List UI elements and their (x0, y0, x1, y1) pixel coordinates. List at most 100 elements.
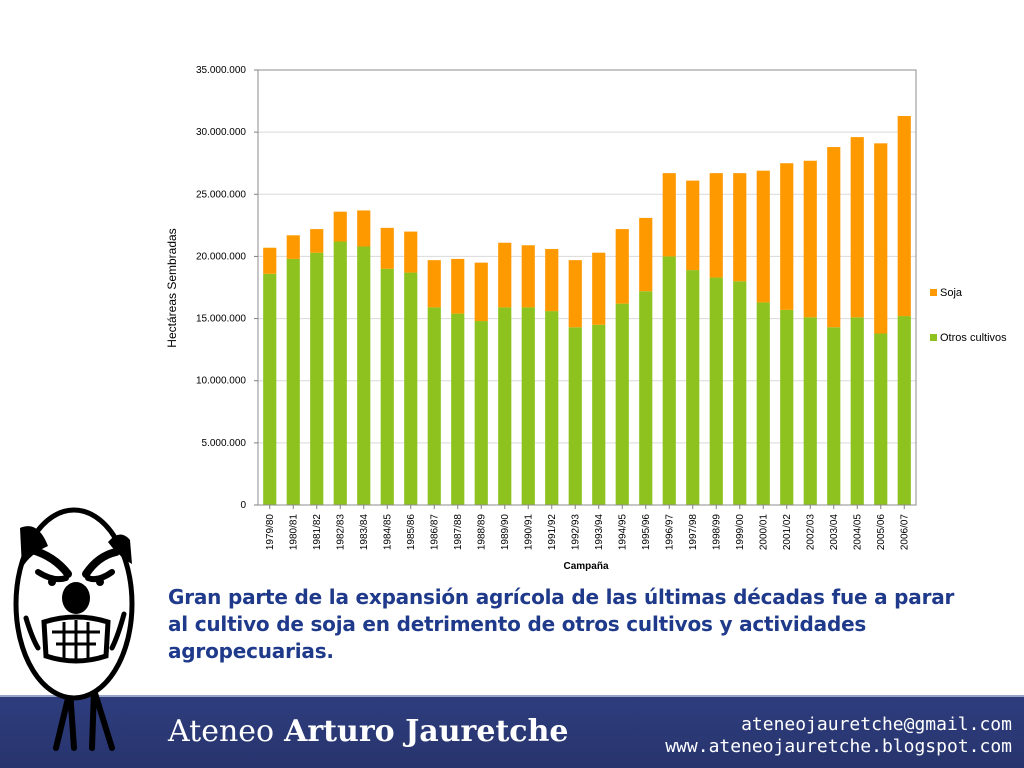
bar-otros-cultivos (521, 307, 535, 505)
bar-otros-cultivos (662, 256, 676, 505)
bar-otros-cultivos (592, 324, 606, 505)
bar-otros-cultivos (709, 277, 723, 505)
x-tick-label: 1992/93 (570, 514, 581, 551)
bar-soja (568, 260, 582, 328)
bar-otros-cultivos (803, 317, 817, 505)
legend-swatch (930, 334, 937, 341)
caption-line-1: Gran parte de la expansión agrícola de l… (168, 585, 955, 609)
bar-soja (639, 217, 653, 292)
legend-label: Otros cultivos (940, 332, 1007, 344)
caption-line-3: agropecuarias. (168, 639, 334, 663)
bar-otros-cultivos (404, 272, 418, 505)
bar-soja (310, 229, 324, 253)
bar-soja (874, 143, 888, 334)
axes: 0 5.000.000 10.000.000 15.000.000 20.000.000… (196, 65, 917, 551)
bar-soja (427, 260, 441, 308)
x-tick-label: 1988/89 (476, 514, 487, 551)
bar-soja (286, 235, 300, 259)
footer-divider (0, 695, 1024, 697)
y-tick-label: 5.000.000 (202, 438, 247, 449)
x-tick-label: 1979/80 (265, 514, 276, 551)
bar-soja (451, 258, 465, 314)
bars (263, 115, 911, 505)
bar-otros-cultivos (333, 241, 347, 505)
bar-soja (333, 211, 347, 242)
x-tick-label: 2005/06 (876, 514, 887, 551)
bar-soja (498, 242, 512, 308)
bar-otros-cultivos (756, 302, 770, 505)
bar-otros-cultivos (357, 246, 371, 505)
bar-otros-cultivos (474, 321, 488, 505)
x-tick-label: 2001/02 (782, 514, 793, 551)
x-tick-label: 1998/99 (711, 514, 722, 551)
bar-otros-cultivos (427, 307, 441, 505)
bar-otros-cultivos (874, 333, 888, 505)
y-tick-label: 25.000.000 (196, 189, 246, 200)
x-tick-label: 1981/82 (312, 514, 323, 551)
bar-soja (756, 170, 770, 303)
bar-soja (827, 147, 841, 328)
bar-soja (404, 231, 418, 273)
bar-otros-cultivos (568, 327, 582, 505)
y-tick-label: 20.000.000 (196, 251, 246, 262)
x-tick-label: 2002/03 (805, 514, 816, 551)
brand-name: Ateneo Arturo Jauretche (168, 712, 568, 752)
x-tick-label: 1984/85 (382, 514, 393, 551)
x-tick-label: 2004/05 (852, 514, 863, 551)
y-tick-label: 0 (240, 500, 246, 511)
y-tick-label: 35.000.000 (196, 65, 246, 76)
bar-soja (592, 252, 606, 325)
bar-soja (357, 210, 371, 247)
x-tick-label: 2003/04 (829, 514, 840, 551)
footer-bar (0, 695, 1024, 768)
bar-soja (615, 229, 629, 304)
rage-face-icon (13, 507, 135, 751)
bar-soja (850, 137, 864, 318)
x-tick-label: 1989/90 (500, 514, 511, 551)
bar-soja (662, 173, 676, 257)
bar-otros-cultivos (733, 281, 747, 505)
bar-soja (521, 245, 535, 308)
x-tick-label: 1994/95 (617, 514, 628, 551)
bar-soja (263, 247, 277, 274)
bar-soja (709, 173, 723, 278)
gridlines (258, 69, 916, 444)
x-tick-label: 1985/86 (406, 514, 417, 551)
x-tick-label: 1983/84 (359, 514, 370, 551)
brand-name-part-1: Ateneo (168, 714, 275, 749)
x-tick-label: 1997/98 (688, 514, 699, 551)
bar-otros-cultivos (263, 273, 277, 505)
bar-otros-cultivos (780, 309, 794, 505)
bar-otros-cultivos (686, 270, 700, 505)
bar-soja (686, 180, 700, 271)
legend-swatch (930, 289, 937, 296)
bar-soja (897, 115, 911, 317)
x-axis-title: Campaña (563, 561, 608, 572)
y-axis-title: Hectáreas Sembradas (165, 228, 179, 347)
bar-otros-cultivos (310, 252, 324, 505)
bar-otros-cultivos (850, 317, 864, 505)
caption-line-2: al cultivo de soja en detrimento de otro… (168, 612, 867, 636)
bar-otros-cultivos (545, 311, 559, 505)
bar-otros-cultivos (380, 268, 394, 505)
plot-frame (257, 69, 917, 506)
x-tick-label: 1991/92 (547, 514, 558, 551)
x-tick-label: 2000/01 (758, 514, 769, 551)
bar-soja (780, 163, 794, 310)
contact-email: ateneojauretche@gmail.com (741, 714, 1012, 735)
bar-soja (733, 173, 747, 282)
x-tick-label: 1993/94 (594, 514, 605, 551)
stacked-bar-chart: 0 5.000.000 10.000.000 15.000.000 20.000.000… (165, 65, 1007, 572)
x-tick-label: 1996/97 (664, 514, 675, 551)
x-tick-label: 1980/81 (288, 514, 299, 551)
legend-label: Soja (940, 287, 963, 299)
x-tick-label: 1986/87 (429, 514, 440, 551)
bar-soja (545, 248, 559, 312)
bar-soja (474, 262, 488, 322)
contact-info: ateneojauretche@gmail.com www.ateneojaur… (665, 714, 1012, 758)
bar-otros-cultivos (639, 291, 653, 505)
x-tick-label: 1990/91 (523, 514, 534, 551)
x-tick-label: 1999/00 (735, 514, 746, 551)
bar-otros-cultivos (897, 316, 911, 505)
bar-otros-cultivos (451, 313, 465, 505)
